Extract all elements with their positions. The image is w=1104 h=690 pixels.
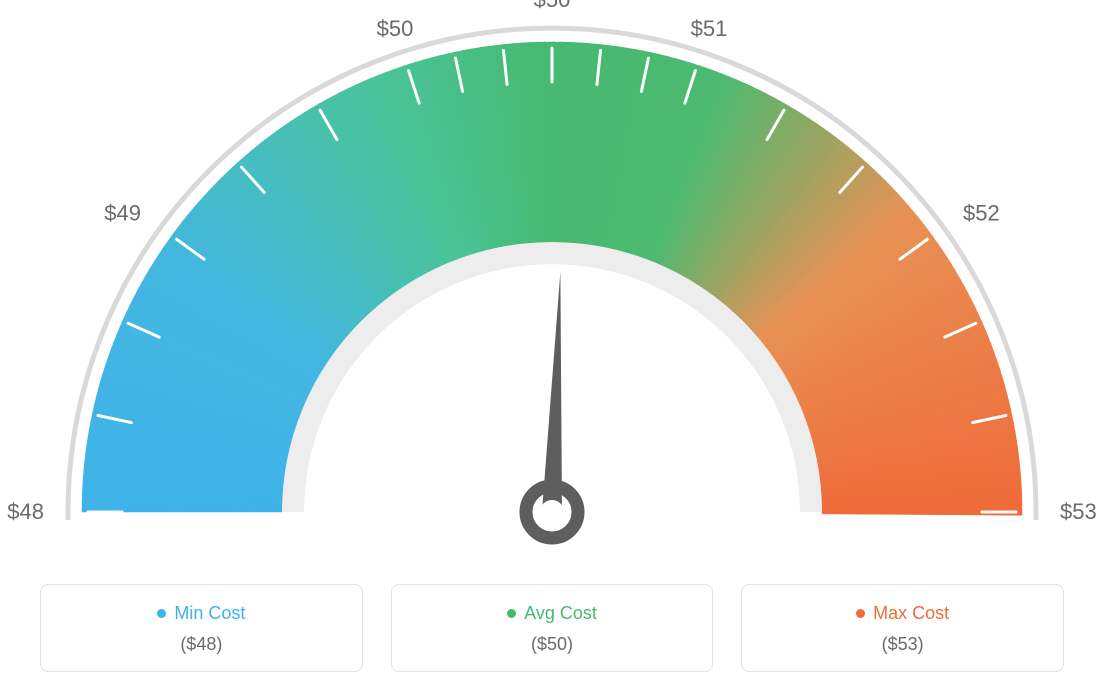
legend-card-min: Min Cost ($48) bbox=[40, 584, 363, 672]
gauge-tick-label: $48 bbox=[7, 499, 44, 524]
legend-title-avg: Avg Cost bbox=[507, 603, 597, 624]
gauge-tick-label: $52 bbox=[963, 200, 1000, 225]
legend-card-avg: Avg Cost ($50) bbox=[391, 584, 714, 672]
gauge-tick-label: $50 bbox=[377, 16, 414, 41]
gauge-tick-label: $53 bbox=[1060, 499, 1097, 524]
legend-label: Max Cost bbox=[873, 603, 949, 624]
legend-label: Avg Cost bbox=[524, 603, 597, 624]
legend-card-max: Max Cost ($53) bbox=[741, 584, 1064, 672]
gauge-needle bbox=[542, 272, 562, 512]
legend-dot-icon bbox=[856, 609, 865, 618]
legend-row: Min Cost ($48) Avg Cost ($50) Max Cost (… bbox=[40, 584, 1064, 672]
legend-dot-icon bbox=[157, 609, 166, 618]
gauge-hub-hole bbox=[540, 500, 564, 524]
gauge-tick-label: $49 bbox=[104, 200, 141, 225]
legend-title-min: Min Cost bbox=[157, 603, 245, 624]
gauge-tick-label: $51 bbox=[691, 16, 728, 41]
legend-value: ($48) bbox=[41, 634, 362, 655]
gauge-tick-label: $50 bbox=[534, 0, 571, 12]
legend-label: Min Cost bbox=[174, 603, 245, 624]
legend-value: ($50) bbox=[392, 634, 713, 655]
legend-dot-icon bbox=[507, 609, 516, 618]
legend-title-max: Max Cost bbox=[856, 603, 949, 624]
legend-value: ($53) bbox=[742, 634, 1063, 655]
gauge-chart: $48 $49 $50 $50 $51 $52 $53 bbox=[0, 0, 1104, 560]
